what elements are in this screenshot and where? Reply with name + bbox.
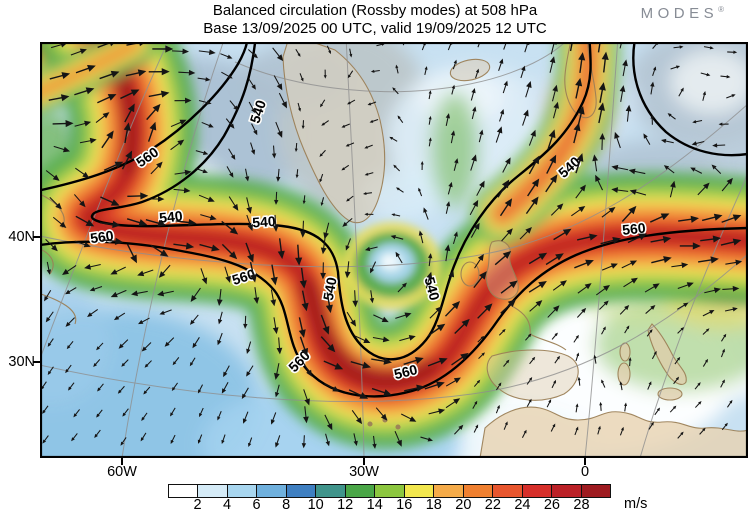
colorbar: [168, 484, 611, 498]
colorbar-cell: [375, 485, 405, 497]
lon-label: 60W: [107, 464, 137, 480]
colorbar-cell: [463, 485, 494, 497]
colorbar-cell: [552, 485, 582, 497]
lon-label: 30W: [349, 464, 379, 480]
colorbar-tick-label: 24: [514, 497, 531, 513]
modes-logo-mark: ®: [718, 5, 724, 14]
page-title: Balanced circulation (Rossby modes) at 5…: [212, 2, 538, 19]
title-block: Balanced circulation (Rossby modes) at 5…: [0, 2, 750, 37]
contour-label: 540: [320, 276, 340, 302]
coastlines: [40, 42, 748, 458]
contour-label: 560: [89, 227, 115, 246]
colorbar-cell: [286, 485, 317, 497]
lon-tick: [584, 458, 586, 465]
lat-tick: [33, 236, 40, 238]
colorbar-tick-label: 18: [425, 497, 442, 513]
lon-label: 0: [580, 464, 590, 480]
colorbar-cell: [493, 485, 523, 497]
colorbar-tick-label: 28: [573, 497, 590, 513]
lat-label: 40N: [8, 229, 35, 245]
colorbar-tick-label: 22: [484, 497, 501, 513]
lat-tick: [33, 361, 40, 363]
lon-tick: [121, 458, 123, 465]
colorbar-cell: [227, 485, 258, 497]
colorbar-tick-label: 10: [307, 497, 324, 513]
colorbar-tick-label: 8: [282, 497, 291, 513]
modes-logo: MODES®: [641, 5, 724, 22]
colorbar-cell: [198, 485, 228, 497]
colorbar-tick-label: 14: [366, 497, 383, 513]
colorbar-cell: [345, 485, 376, 497]
colorbar-cell: [404, 485, 435, 497]
colorbar-tick-label: 26: [543, 497, 560, 513]
colorbar-tick-label: 16: [396, 497, 413, 513]
colorbar-tick-label: 20: [455, 497, 472, 513]
colorbar-cell: [581, 485, 611, 497]
colorbar-cell: [257, 485, 287, 497]
contour-label: 540: [252, 213, 277, 231]
colorbar-tick-label: 6: [252, 497, 261, 513]
colorbar-tick-label: 4: [223, 497, 232, 513]
colorbar-unit: m/s: [624, 496, 648, 512]
colorbar-tick-label: 12: [337, 497, 354, 513]
cutoff-low-core: [342, 222, 442, 310]
page-subtitle: Base 13/09/2025 00 UTC, valid 19/09/2025…: [203, 19, 547, 37]
map-frame: [40, 42, 748, 458]
colorbar-cell: [169, 485, 199, 497]
colorbar-cell: [316, 485, 346, 497]
colorbar-tick-label: 2: [193, 497, 202, 513]
lon-tick: [363, 458, 365, 465]
wind-arrows: [40, 42, 743, 449]
graticule: [40, 42, 748, 458]
modes-logo-text: MODES: [640, 5, 719, 22]
colorbar-cell: [522, 485, 553, 497]
colorbar-cell: [434, 485, 464, 497]
lat-label: 30N: [8, 354, 35, 370]
